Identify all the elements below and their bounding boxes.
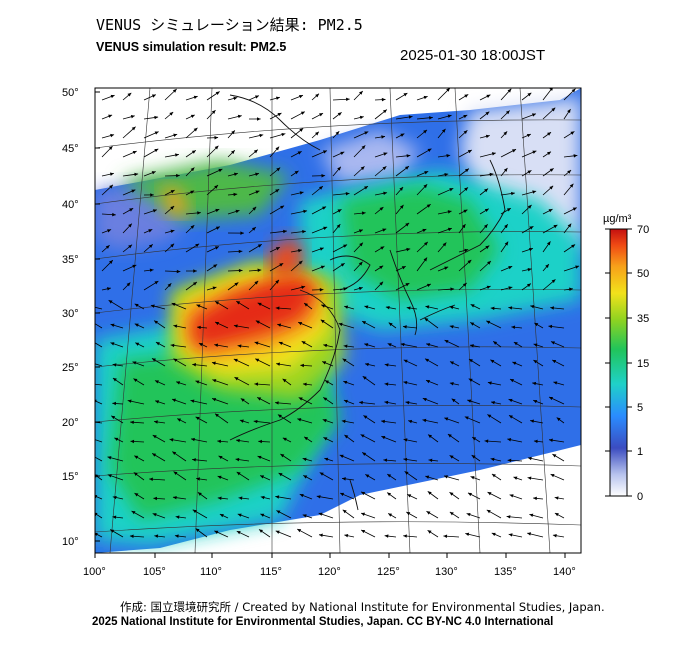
lat-tick-label: 30° xyxy=(62,308,79,320)
lon-tick-label: 115° xyxy=(260,566,282,578)
colorbar-unit: µg/m³ xyxy=(603,213,632,225)
colorbar-tick-label: 50 xyxy=(637,268,649,280)
graticule xyxy=(95,88,581,553)
lon-tick-label: 125° xyxy=(377,566,400,578)
lon-tick-label: 140° xyxy=(553,566,576,578)
colorbar: µg/m³ 70 50 35 15 5 1 0 xyxy=(603,213,649,503)
colorbar-tick-label: 35 xyxy=(637,313,649,325)
lat-tick-label: 10° xyxy=(62,536,79,548)
longitude-axis: 100° 105° 110° 115° 120° 125° 130° 135° 140° xyxy=(83,553,576,578)
lat-tick-label: 25° xyxy=(62,362,79,374)
concentration-field xyxy=(95,88,581,553)
lat-tick-label: 15° xyxy=(62,471,79,483)
forecast-timestamp: 2025-01-30 18:00JST xyxy=(400,47,546,64)
lon-tick-label: 120° xyxy=(318,566,341,578)
colorbar-tick-label: 5 xyxy=(637,402,643,414)
credit-line: 作成: 国立環境研究所 / Created by National Instit… xyxy=(120,600,605,614)
colorbar-tick-label: 70 xyxy=(637,224,649,236)
lat-tick-label: 20° xyxy=(62,417,79,429)
lat-tick-label: 50° xyxy=(62,87,79,99)
lon-tick-label: 110° xyxy=(200,566,222,578)
colorbar-tick-label: 15 xyxy=(637,358,649,370)
colorbar-gradient xyxy=(609,228,628,497)
lon-tick-label: 135° xyxy=(494,566,517,578)
lat-tick-label: 40° xyxy=(62,199,79,211)
lon-tick-label: 100° xyxy=(83,566,106,578)
map-frame xyxy=(94,87,582,554)
lat-tick-label: 35° xyxy=(62,254,79,266)
lon-tick-label: 105° xyxy=(143,566,166,578)
title-english: VENUS simulation result: PM2.5 xyxy=(96,40,287,54)
wind-vector-field xyxy=(95,88,580,538)
lon-tick-label: 130° xyxy=(435,566,458,578)
copyright-line: 2025 National Institute for Environmenta… xyxy=(92,616,554,628)
coastlines xyxy=(229,94,506,511)
colorbar-tick-label: 0 xyxy=(637,491,643,503)
colorbar-tick-label: 1 xyxy=(637,446,643,458)
title-japanese: VENUS シミュレーション結果: PM2.5 xyxy=(96,16,363,34)
latitude-axis: 50° 45° 40° 35° 30° 25° 20° 15° 10° xyxy=(62,87,100,548)
lat-tick-label: 45° xyxy=(62,143,79,155)
